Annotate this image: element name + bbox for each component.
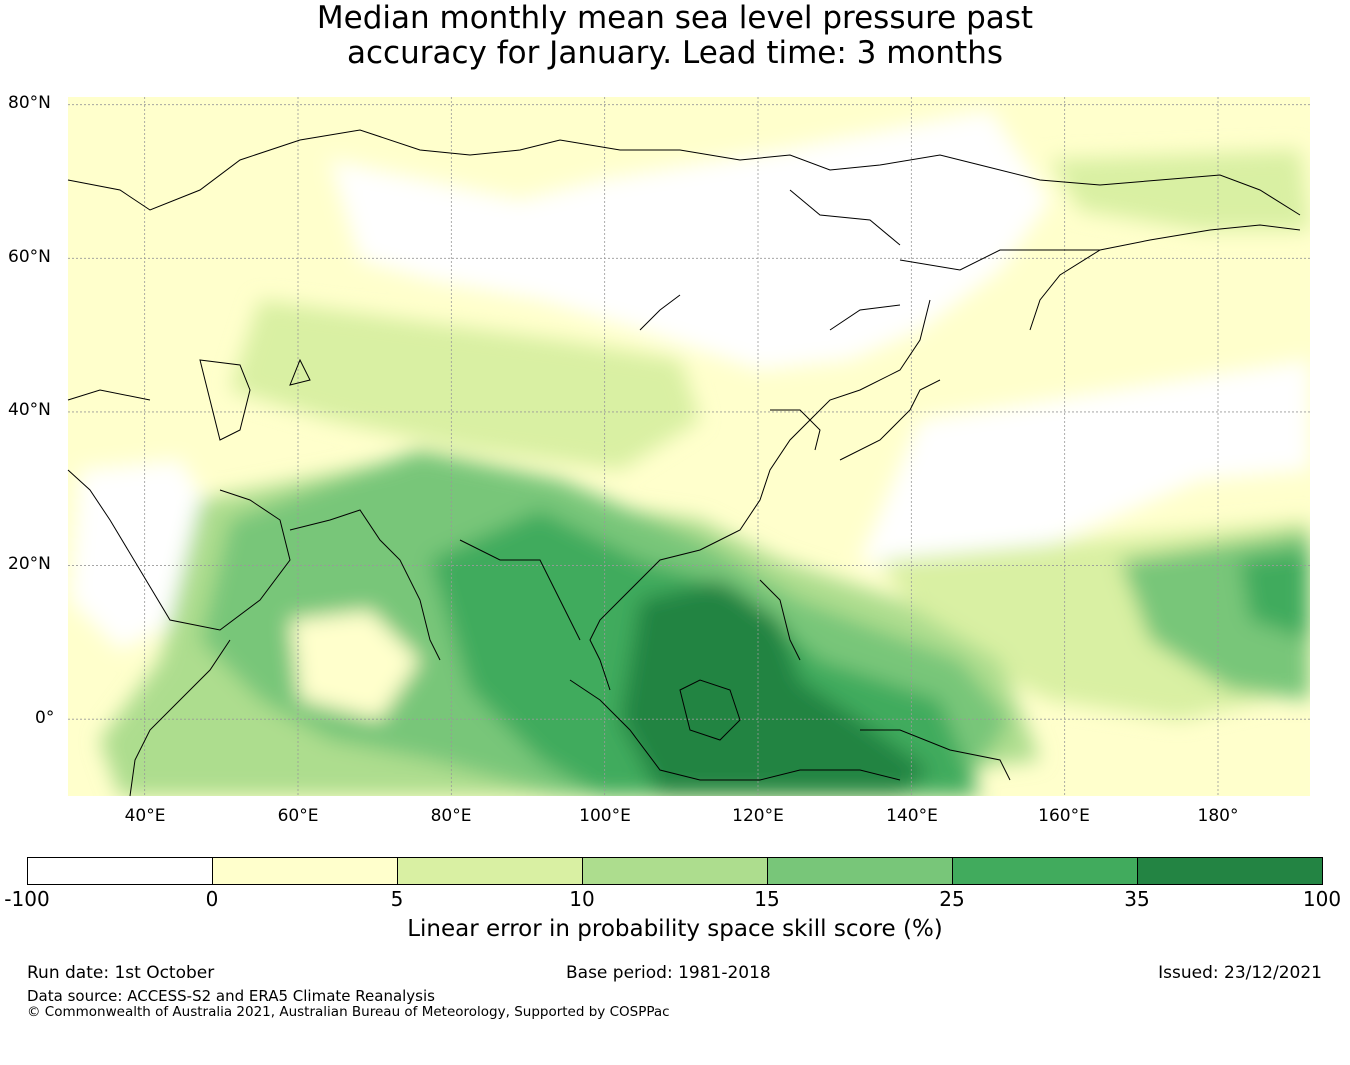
run-date: Run date: 1st October [27, 963, 215, 983]
graticule [68, 97, 1310, 796]
lon-label-100e: 100°E [579, 806, 631, 826]
skill-score-map [67, 97, 1310, 797]
colorbar-segment-4 [583, 858, 768, 884]
region-no-skill-north [330, 110, 1050, 370]
colorbar-tick-label: 15 [754, 887, 780, 911]
colorbar-tick-label: 0 [205, 887, 219, 911]
lon-label-60e: 60°E [277, 806, 319, 826]
copyright: © Commonwealth of Australia 2021, Austra… [27, 1004, 670, 1020]
lat-label-80n: 80°N [8, 93, 51, 113]
colorbar-tick-label: -100 [4, 887, 50, 911]
colorbar-segment-3 [398, 858, 583, 884]
region-skill-35-100 [620, 580, 930, 796]
colorbar [27, 857, 1323, 885]
lat-label-20n: 20°N [8, 554, 51, 574]
colorbar-tick-label: 5 [390, 887, 404, 911]
region-low-skill-india-ocean [290, 610, 420, 720]
lat-label-0: 0° [35, 708, 55, 728]
base-period: Base period: 1981-2018 [566, 963, 771, 983]
colorbar-segment-1 [28, 858, 213, 884]
region-skill-5-10-east [1050, 150, 1310, 230]
lon-label-80e: 80°E [430, 806, 472, 826]
lat-label-40n: 40°N [8, 400, 51, 420]
region-skill-5-10-central [230, 300, 700, 470]
lon-label-140e: 140°E [886, 806, 938, 826]
colorbar-segment-7 [1138, 858, 1322, 884]
issued-date: Issued: 23/12/2021 [1158, 963, 1322, 983]
title-line-2: accuracy for January. Lead time: 3 month… [346, 35, 1003, 71]
colorbar-tick-label: 25 [939, 887, 965, 911]
colorbar-segment-6 [953, 858, 1138, 884]
lat-label-60n: 60°N [8, 247, 51, 267]
title-line-1: Median monthly mean sea level pressure p… [316, 0, 1034, 36]
skill-field [68, 97, 1310, 796]
region-skill-25-35-pacific [1240, 550, 1310, 640]
lon-label-180: 180° [1197, 806, 1239, 826]
lon-label-160e: 160°E [1038, 806, 1090, 826]
colorbar-segment-5 [768, 858, 953, 884]
colorbar-tick-label: 35 [1124, 887, 1150, 911]
colorbar-segment-2 [213, 858, 398, 884]
lon-label-40e: 40°E [124, 806, 166, 826]
region-no-skill-pacific [860, 360, 1310, 590]
coastlines [67, 129, 1301, 797]
lon-label-120e: 120°E [732, 806, 784, 826]
data-source: Data source: ACCESS-S2 and ERA5 Climate … [27, 987, 435, 1005]
colorbar-title: Linear error in probability space skill … [407, 916, 943, 942]
colorbar-tick-label: 10 [569, 887, 595, 911]
colorbar-tick-label: 100 [1302, 887, 1342, 911]
